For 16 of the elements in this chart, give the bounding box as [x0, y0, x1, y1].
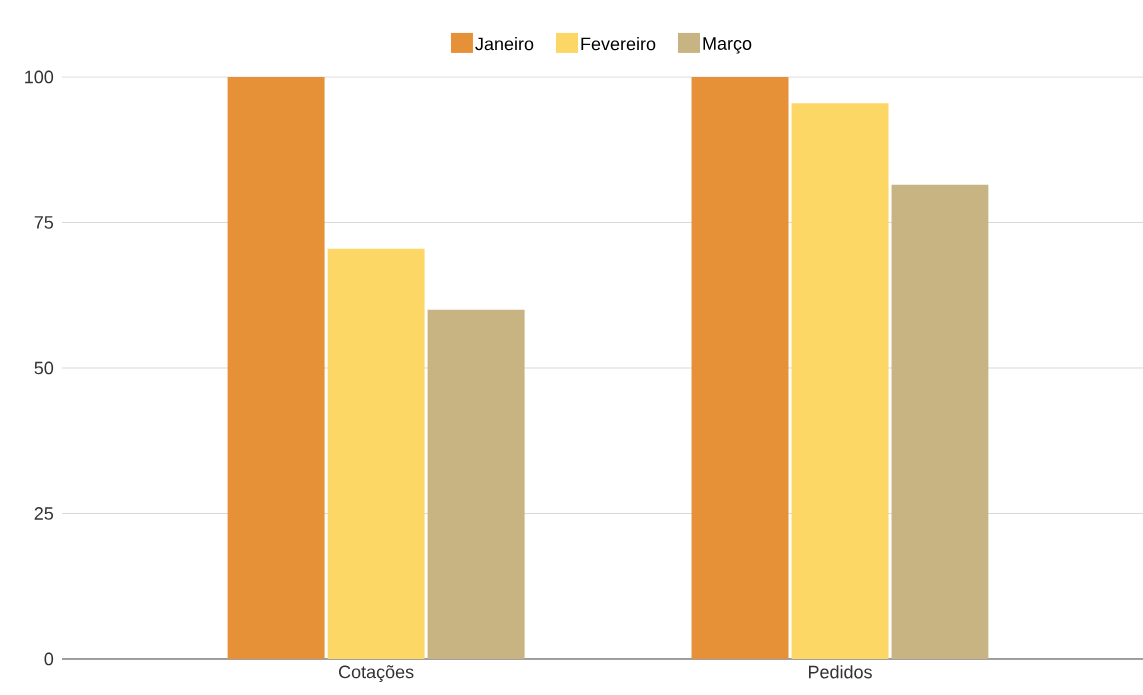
y-tick-label: 50: [34, 361, 54, 375]
bar: [891, 184, 989, 659]
y-tick-label: 75: [34, 216, 54, 229]
y-tick-label: 100: [25, 70, 54, 84]
legend-label: Março: [703, 37, 752, 54]
bar: [691, 76, 789, 659]
bar: [227, 76, 325, 659]
x-tick-label: Pedidos: [808, 665, 872, 679]
x-tick-label: Cotações: [338, 665, 414, 682]
legend-label: Janeiro: [475, 37, 534, 51]
y-tick-label: 0: [44, 652, 54, 666]
legend-label: Fevereiro: [581, 37, 656, 51]
bar: [791, 103, 889, 659]
y-tick-label: 25: [34, 507, 54, 520]
bar: [327, 248, 425, 659]
bar: [427, 309, 525, 659]
